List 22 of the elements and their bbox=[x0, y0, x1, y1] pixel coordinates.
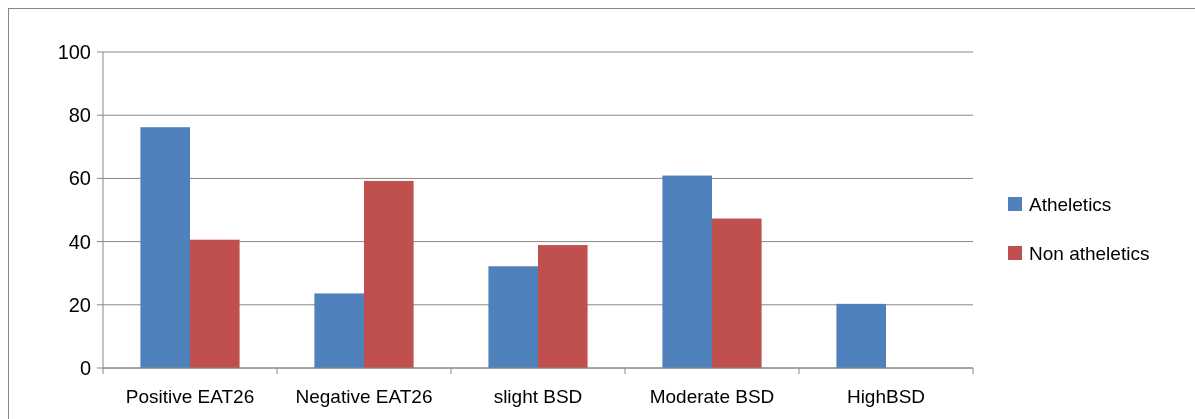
x-tick-label: Positive EAT26 bbox=[125, 386, 255, 407]
bar bbox=[364, 180, 414, 368]
x-tick-label: Negative EAT26 bbox=[295, 386, 433, 407]
bar bbox=[140, 127, 190, 368]
legend-label: Atheletics bbox=[1029, 193, 1112, 215]
bar bbox=[488, 266, 538, 368]
y-tick-label: 40 bbox=[68, 230, 91, 253]
bar bbox=[712, 218, 762, 368]
x-tick-label: slight BSD bbox=[493, 386, 583, 407]
legend-label: Non atheletics bbox=[1029, 242, 1150, 264]
y-tick-label: 60 bbox=[68, 167, 91, 190]
y-tick-label: 100 bbox=[57, 41, 91, 63]
bar bbox=[190, 239, 240, 368]
y-tick-label: 0 bbox=[79, 357, 91, 379]
y-tick-label: 80 bbox=[68, 104, 91, 127]
x-tick-label: HighBSD bbox=[846, 386, 926, 407]
bar bbox=[836, 303, 886, 368]
y-tick-label: 20 bbox=[68, 293, 91, 316]
bar bbox=[314, 293, 364, 368]
x-tick-label: Moderate BSD bbox=[649, 386, 775, 407]
bar bbox=[662, 175, 712, 368]
bar bbox=[538, 245, 588, 368]
